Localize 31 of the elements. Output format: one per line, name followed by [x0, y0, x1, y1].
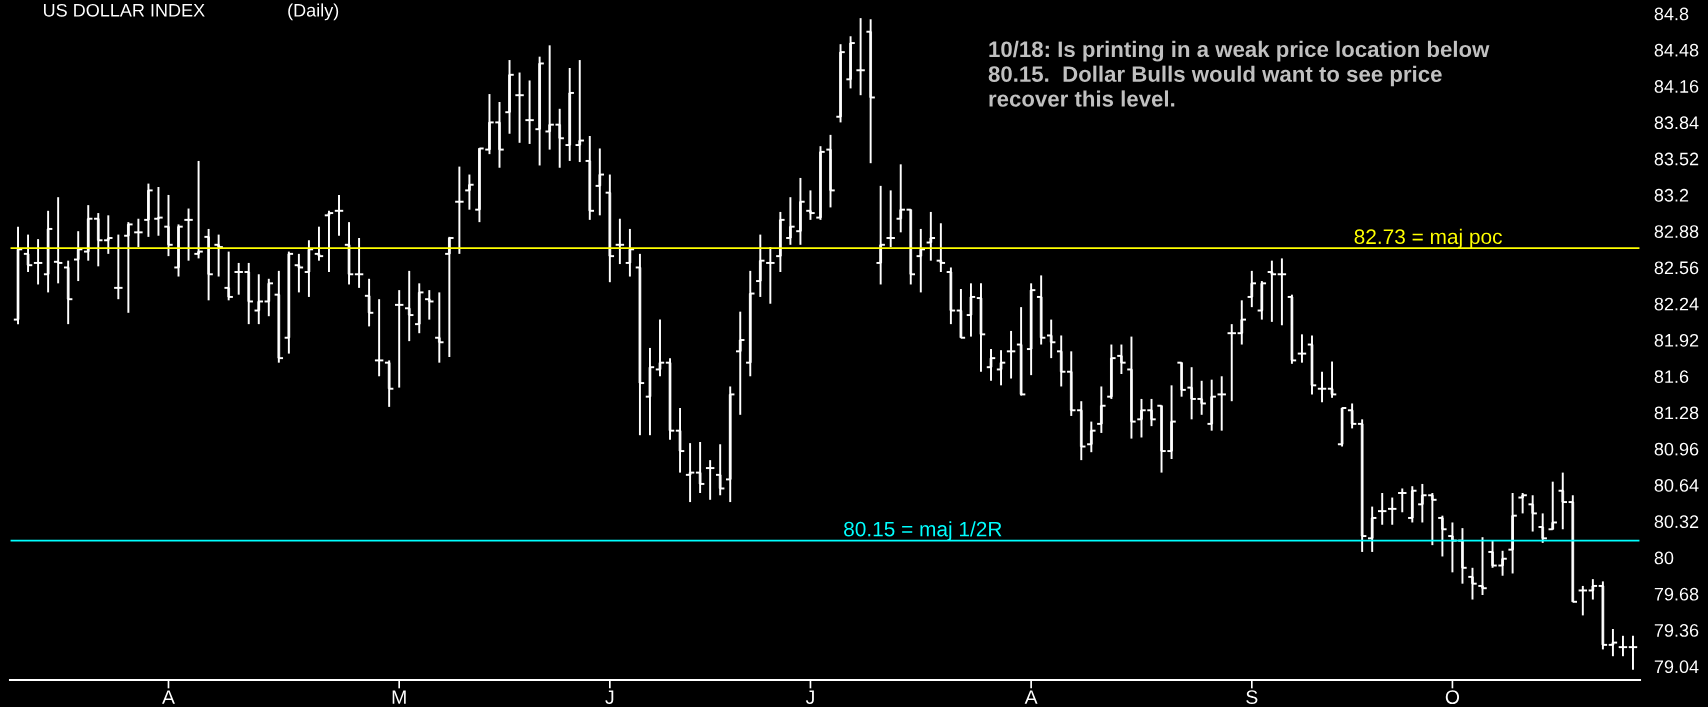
chart-title: US DOLLAR INDEX	[43, 3, 205, 17]
x-tick-label: J	[605, 690, 614, 704]
y-tick-label: 81.92	[1654, 333, 1699, 347]
y-tick-label: 83.84	[1654, 116, 1699, 130]
y-tick-label: 80.32	[1654, 515, 1699, 529]
y-tick-label: 79.68	[1654, 587, 1699, 601]
x-tick-label: S	[1246, 690, 1258, 704]
x-tick-label: M	[392, 690, 406, 704]
y-tick-label: 84.16	[1654, 80, 1699, 93]
annotation: 10/18: Is printing in a weak price location below 80.15. Dollar Bulls would want to see price recover this level.	[988, 40, 1490, 107]
y-tick-label: 82.56	[1654, 261, 1699, 275]
chart-subtitle: (Daily)	[288, 3, 339, 21]
x-tick-label: O	[1445, 690, 1460, 704]
x-tick-label: J	[805, 690, 814, 704]
y-tick-label: 80	[1654, 551, 1674, 565]
y-tick-label: 79.36	[1654, 624, 1699, 637]
y-tick-label: 83.2	[1654, 188, 1689, 202]
ref-line-label: 80.15 = maj 1/2R	[844, 521, 1002, 541]
x-tick-label: A	[162, 690, 175, 704]
y-tick-label: 81.28	[1654, 406, 1699, 420]
y-tick-label: 79.04	[1654, 660, 1699, 674]
y-tick-label: 84.48	[1654, 43, 1699, 57]
y-tick-label: 82.24	[1654, 297, 1699, 311]
y-tick-label: 80.64	[1654, 479, 1699, 492]
x-tick-label: A	[1024, 690, 1038, 704]
y-tick-label: 80.96	[1654, 442, 1699, 456]
y-tick-label: 82.88	[1654, 225, 1699, 238]
y-tick-label: 83.52	[1654, 152, 1699, 166]
y-tick-label: 84.8	[1654, 7, 1689, 21]
y-tick-label: 81.6	[1654, 370, 1689, 383]
ref-line-label: 82.73 = maj poc	[1354, 228, 1502, 249]
